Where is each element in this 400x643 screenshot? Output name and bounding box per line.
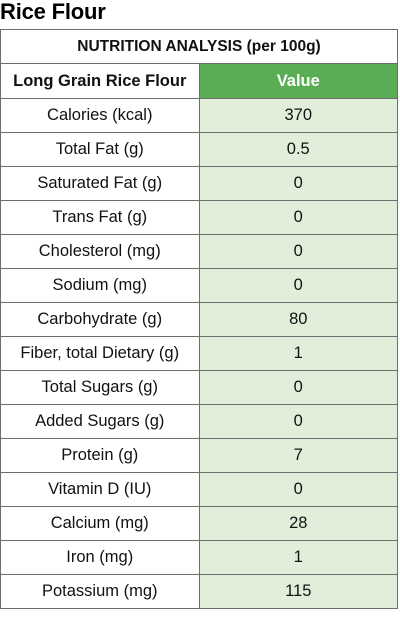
nutrient-name-cell: Calories (kcal) (0, 98, 200, 133)
nutrient-value-cell: 0 (198, 200, 398, 235)
nutrient-value-cell: 0 (198, 166, 398, 201)
nutrient-name-cell: Carbohydrate (g) (0, 302, 200, 337)
nutrient-name-cell: Calcium (mg) (0, 506, 200, 541)
table-row: Calories (kcal) 370 (0, 98, 398, 133)
nutrient-name-cell: Fiber, total Dietary (g) (0, 336, 200, 371)
nutrient-value-cell: 370 (198, 98, 398, 133)
nutrient-name-cell: Trans Fat (g) (0, 200, 200, 235)
nutrient-value-cell: 1 (198, 540, 398, 575)
table-row: Saturated Fat (g) 0 (0, 166, 398, 201)
column-header-name: Long Grain Rice Flour (0, 63, 200, 99)
nutrient-name-cell: Protein (g) (0, 438, 200, 473)
table-row: Total Fat (g) 0.5 (0, 132, 398, 167)
table-row: Trans Fat (g) 0 (0, 200, 398, 235)
nutrient-value-cell: 0.5 (198, 132, 398, 167)
nutrient-value-cell: 0 (198, 472, 398, 507)
nutrient-value-cell: 80 (198, 302, 398, 337)
nutrient-value-cell: 1 (198, 336, 398, 371)
nutrient-value-cell: 0 (198, 268, 398, 303)
column-header-row: Long Grain Rice Flour Value (0, 63, 398, 99)
table-row: Added Sugars (g) 0 (0, 404, 398, 439)
table-row: Calcium (mg) 28 (0, 506, 398, 541)
table-row: Carbohydrate (g) 80 (0, 302, 398, 337)
nutrition-table: NUTRITION ANALYSIS (per 100g) Long Grain… (0, 29, 398, 609)
nutrient-value-cell: 0 (198, 404, 398, 439)
table-row: Protein (g) 7 (0, 438, 398, 473)
table-row: Sodium (mg) 0 (0, 268, 398, 303)
table-row: Total Sugars (g) 0 (0, 370, 398, 405)
column-header-value: Value (198, 63, 398, 99)
nutrient-name-cell: Total Sugars (g) (0, 370, 200, 405)
nutrient-name-cell: Potassium (mg) (0, 574, 200, 609)
nutrition-banner: NUTRITION ANALYSIS (per 100g) (0, 29, 398, 64)
nutrient-name-cell: Added Sugars (g) (0, 404, 200, 439)
page-title: Rice Flour (0, 0, 106, 24)
table-row: Potassium (mg) 115 (0, 574, 398, 609)
table-row: Iron (mg) 1 (0, 540, 398, 575)
nutrient-name-cell: Sodium (mg) (0, 268, 200, 303)
table-body: Calories (kcal) 370 Total Fat (g) 0.5 Satura… (0, 98, 398, 609)
table-row: Vitamin D (IU) 0 (0, 472, 398, 507)
nutrient-value-cell: 7 (198, 438, 398, 473)
nutrient-name-cell: Cholesterol (mg) (0, 234, 200, 269)
nutrient-value-cell: 0 (198, 234, 398, 269)
nutrient-name-cell: Iron (mg) (0, 540, 200, 575)
banner-row: NUTRITION ANALYSIS (per 100g) (0, 29, 398, 64)
nutrient-name-cell: Total Fat (g) (0, 132, 200, 167)
nutrient-name-cell: Vitamin D (IU) (0, 472, 200, 507)
nutrient-name-cell: Saturated Fat (g) (0, 166, 200, 201)
nutrient-value-cell: 28 (198, 506, 398, 541)
table-row: Fiber, total Dietary (g) 1 (0, 336, 398, 371)
nutrient-value-cell: 115 (198, 574, 398, 609)
nutrient-value-cell: 0 (198, 370, 398, 405)
table-row: Cholesterol (mg) 0 (0, 234, 398, 269)
